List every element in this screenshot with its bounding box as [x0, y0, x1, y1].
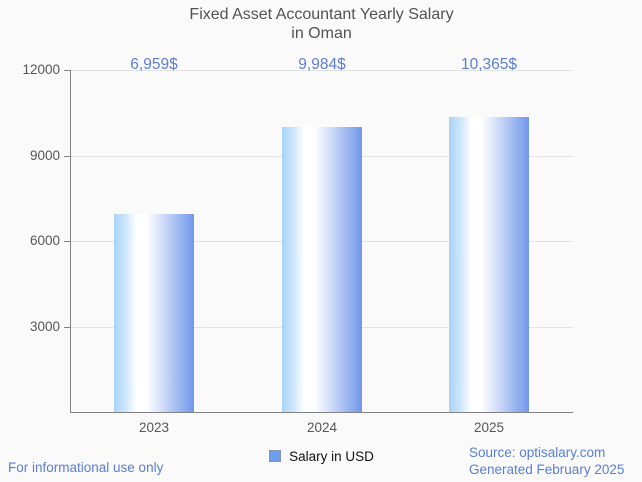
- y-tick-6000: [64, 241, 70, 242]
- generated-line: Generated February 2025: [469, 461, 625, 477]
- value-label-2025: 10,365$: [460, 56, 518, 73]
- value-label-2024: 9,984$: [298, 56, 346, 73]
- source-line: Source: optisalary.com: [469, 445, 606, 460]
- source-attribution: Source: optisalary.com Generated Februar…: [469, 445, 624, 478]
- y-axis-line: [70, 70, 71, 412]
- legend-swatch-icon: [269, 450, 282, 462]
- disclaimer-text: For informational use only: [8, 460, 164, 475]
- chart-title-line2: in Oman: [291, 25, 352, 42]
- y-axis-label-3000: 3000: [29, 319, 60, 334]
- gridline-12000: [70, 70, 573, 71]
- chart-legend[interactable]: Salary in USD: [70, 448, 573, 464]
- x-axis-label-2024: 2024: [306, 420, 338, 435]
- bar-2024[interactable]: [282, 127, 362, 412]
- y-axis-label-6000: 6000: [29, 233, 60, 248]
- y-tick-9000: [64, 156, 70, 157]
- bar-2023[interactable]: [114, 214, 194, 412]
- chart-title: Fixed Asset Accountant Yearly Salary in …: [70, 5, 573, 43]
- y-axis-label-12000: 12000: [22, 62, 60, 77]
- legend-label: Salary in USD: [289, 448, 374, 464]
- chart-title-line1: Fixed Asset Accountant Yearly Salary: [189, 6, 454, 23]
- value-label-2023: 6,959$: [130, 56, 178, 73]
- y-axis-label-9000: 9000: [29, 148, 60, 163]
- bar-2025[interactable]: [449, 117, 529, 412]
- x-axis-line: [70, 412, 573, 413]
- y-tick-3000: [64, 327, 70, 328]
- y-tick-12000: [64, 70, 70, 71]
- x-axis-label-2023: 2023: [138, 420, 170, 435]
- x-axis-label-2025: 2025: [473, 420, 505, 435]
